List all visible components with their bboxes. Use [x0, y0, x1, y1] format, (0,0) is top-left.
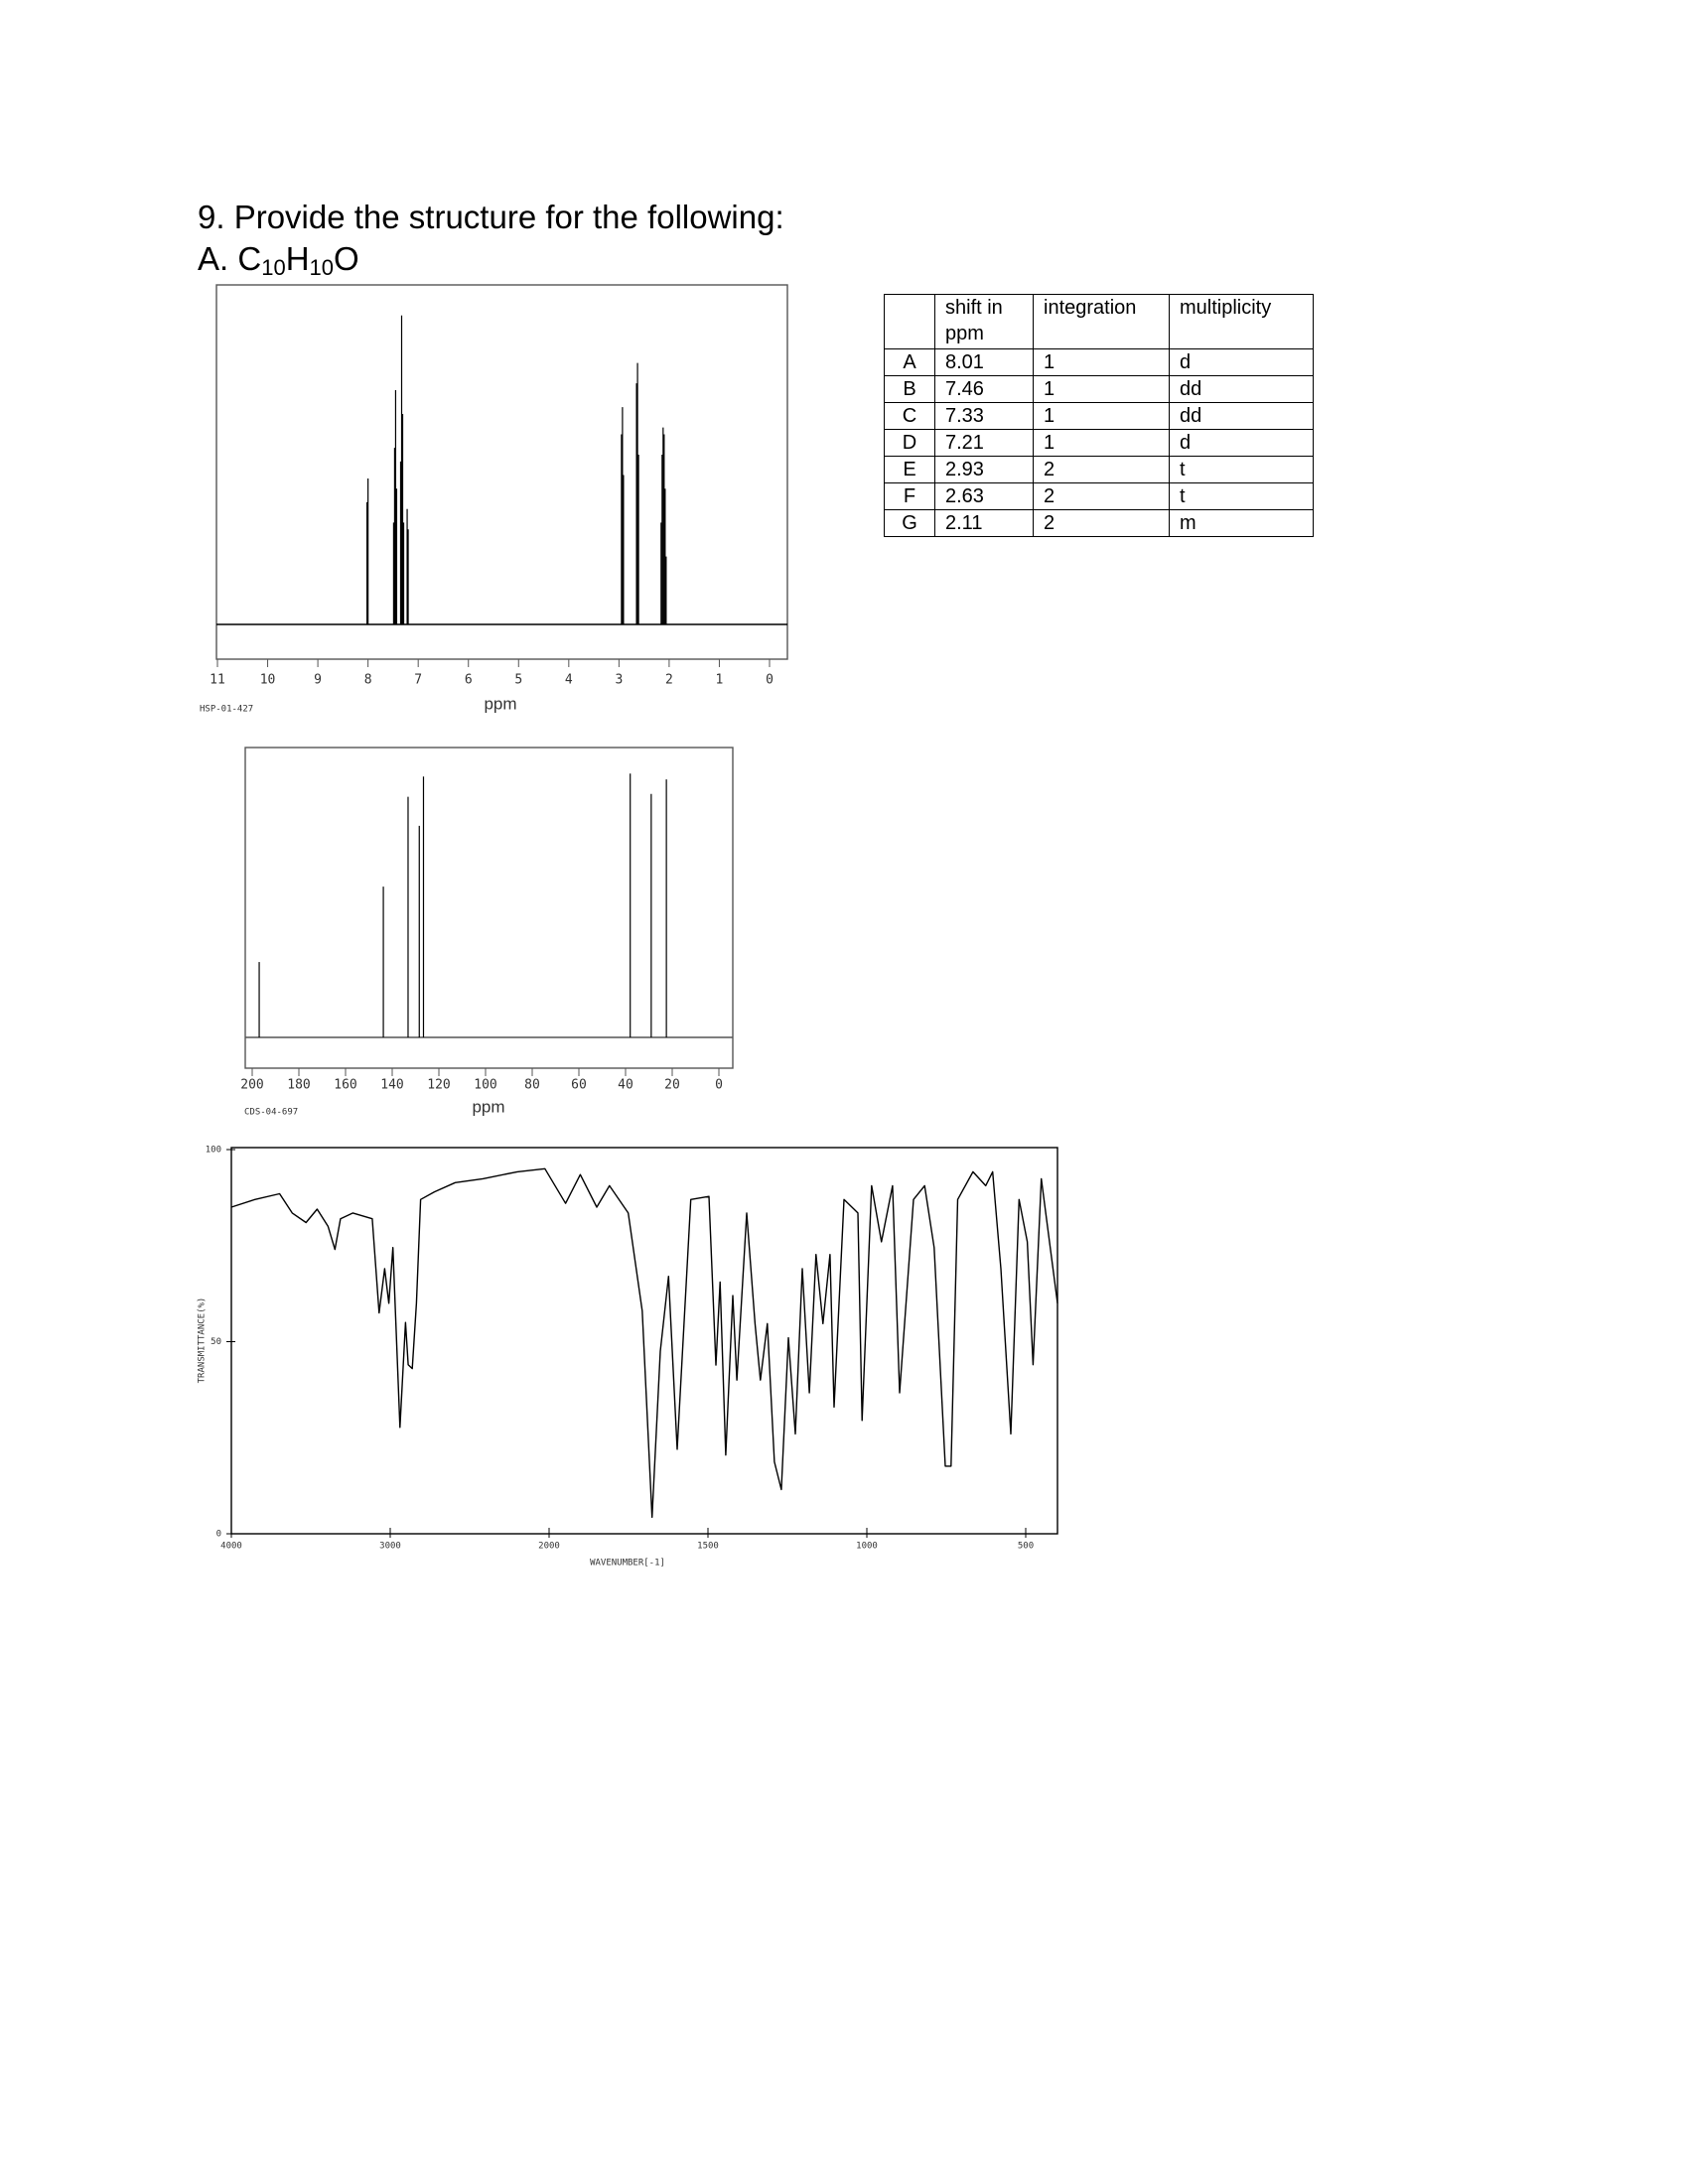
question-part: A. C10H10O: [198, 239, 359, 279]
question-title: 9. Provide the structure for the followi…: [198, 199, 784, 235]
table-row: E 2.93 2 t: [884, 456, 1314, 483]
c-nmr-xlabel: ppm: [472, 1097, 504, 1116]
x-tick-label: 0: [715, 1078, 723, 1093]
table-cell: 2.63: [934, 482, 1034, 510]
ir-xlabel: WAVENUMBER[-1]: [590, 1559, 665, 1569]
table-cell: 2.11: [934, 509, 1034, 537]
x-tick-label: 60: [571, 1078, 587, 1093]
table-row: F 2.63 2 t: [884, 482, 1314, 510]
header-row: shift in ppm integration multiplicity: [884, 294, 1314, 349]
formula-part: 10: [309, 255, 335, 280]
x-tick-label: 3: [615, 673, 623, 688]
x-tick-label: 200: [240, 1078, 263, 1093]
x-tick-label: 500: [1018, 1542, 1034, 1552]
table-row: C 7.33 1 dd: [884, 402, 1314, 430]
h-nmr-code: HSP-01-427: [200, 705, 253, 715]
table-row: B 7.46 1 dd: [884, 375, 1314, 403]
x-tick-label: 11: [210, 673, 225, 688]
table-cell: 1: [1033, 348, 1170, 376]
x-tick-label: 4000: [220, 1542, 242, 1552]
x-tick-label: 100: [474, 1078, 496, 1093]
x-tick-label: 8: [364, 673, 372, 688]
x-tick-label: 9: [314, 673, 322, 688]
x-tick-label: 40: [618, 1078, 633, 1093]
x-tick-label: 120: [427, 1078, 450, 1093]
table-cell: t: [1169, 482, 1314, 510]
x-tick-label: 180: [287, 1078, 310, 1093]
x-tick-label: 10: [260, 673, 276, 688]
table-cell: d: [1169, 348, 1314, 376]
h-nmr-frame: [215, 284, 788, 660]
formula-part: H: [285, 240, 310, 277]
h-nmr-xlabel: ppm: [484, 694, 516, 713]
header-cell: integration: [1033, 294, 1170, 349]
table-cell: 7.33: [934, 402, 1034, 430]
x-tick-label: 80: [524, 1078, 540, 1093]
part-label: A.: [198, 240, 229, 277]
ir-frame: [230, 1147, 1058, 1535]
x-tick-label: 160: [334, 1078, 356, 1093]
formula-part: C: [237, 240, 262, 277]
x-tick-label: 0: [766, 673, 774, 688]
x-tick-label: 2000: [538, 1542, 560, 1552]
formula-part: O: [334, 240, 359, 277]
table-cell: A: [884, 348, 935, 376]
formula-part: 10: [261, 255, 286, 280]
table-cell: m: [1169, 509, 1314, 537]
x-tick-label: 3000: [379, 1542, 401, 1552]
table-cell: dd: [1169, 402, 1314, 430]
x-tick-label: 1000: [856, 1542, 878, 1552]
x-tick-label: 1500: [697, 1542, 719, 1552]
x-tick-label: 1: [716, 673, 724, 688]
x-tick-label: 2: [665, 673, 673, 688]
table-cell: 1: [1033, 375, 1170, 403]
table-cell: B: [884, 375, 935, 403]
c-nmr-code: CDS-04-697: [244, 1108, 298, 1118]
x-tick-label: 4: [565, 673, 573, 688]
x-tick-label: 140: [380, 1078, 403, 1093]
formula: C10H10O: [237, 240, 359, 280]
table-row: G 2.11 2 m: [884, 509, 1314, 537]
x-tick-label: 6: [465, 673, 473, 688]
y-tick-label: 100: [206, 1146, 221, 1156]
table-cell: F: [884, 482, 935, 510]
table-cell: 1: [1033, 402, 1170, 430]
x-tick-label: 5: [514, 673, 522, 688]
table-cell: 7.21: [934, 429, 1034, 457]
x-tick-label: 7: [414, 673, 422, 688]
table-cell: d: [1169, 429, 1314, 457]
ir-ylabel: TRANSMITTANCE(%): [198, 1297, 208, 1384]
y-tick-label: 0: [216, 1530, 221, 1540]
y-tick-label: 50: [211, 1337, 221, 1347]
table-cell: 2: [1033, 509, 1170, 537]
header-cell: shift in ppm: [934, 294, 1034, 349]
ir-trace: [230, 1167, 1058, 1519]
table-row: A 8.01 1 d: [884, 348, 1314, 376]
c-nmr-frame: [244, 747, 734, 1069]
table-cell: dd: [1169, 375, 1314, 403]
header-cell: multiplicity: [1169, 294, 1314, 349]
table-cell: 7.46: [934, 375, 1034, 403]
x-tick-label: 20: [664, 1078, 680, 1093]
table-cell: E: [884, 456, 935, 483]
table-cell: D: [884, 429, 935, 457]
table-cell: 8.01: [934, 348, 1034, 376]
peak-table: shift in ppm integration multiplicity A 8.01…: [884, 294, 1314, 537]
